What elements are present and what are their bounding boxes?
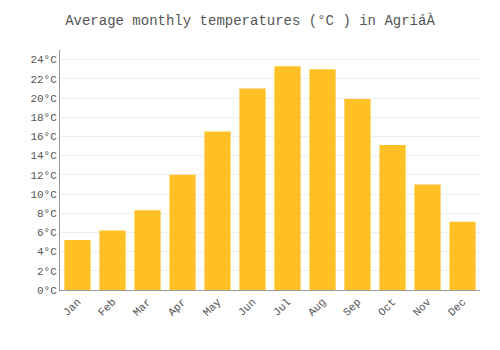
svg-text:Feb: Feb (96, 296, 118, 318)
svg-text:10°C: 10°C (30, 189, 57, 201)
svg-text:Jan: Jan (61, 296, 83, 318)
svg-text:Jul: Jul (271, 296, 293, 318)
svg-text:8°C: 8°C (37, 208, 57, 220)
svg-text:22°C: 22°C (30, 74, 57, 86)
svg-text:Average monthly temperatures (: Average monthly temperatures (°C ) in Ag… (65, 12, 435, 29)
svg-text:Dec: Dec (446, 296, 468, 318)
svg-text:0°C: 0°C (37, 285, 57, 297)
svg-text:24°C: 24°C (30, 54, 57, 66)
svg-text:Oct: Oct (376, 296, 398, 318)
svg-text:Jun: Jun (236, 296, 258, 318)
svg-text:12°C: 12°C (30, 170, 57, 182)
svg-text:Mar: Mar (131, 296, 153, 318)
svg-text:16°C: 16°C (30, 131, 57, 143)
svg-text:May: May (201, 296, 224, 319)
svg-text:Aug: Aug (306, 296, 328, 318)
svg-text:4°C: 4°C (37, 246, 57, 258)
svg-text:Sep: Sep (341, 296, 363, 318)
svg-text:18°C: 18°C (30, 112, 57, 124)
svg-text:2°C: 2°C (37, 266, 57, 278)
svg-text:20°C: 20°C (30, 93, 57, 105)
svg-text:Nov: Nov (411, 296, 434, 319)
svg-text:14°C: 14°C (30, 150, 57, 162)
svg-text:6°C: 6°C (37, 227, 57, 239)
svg-text:Apr: Apr (166, 296, 188, 318)
